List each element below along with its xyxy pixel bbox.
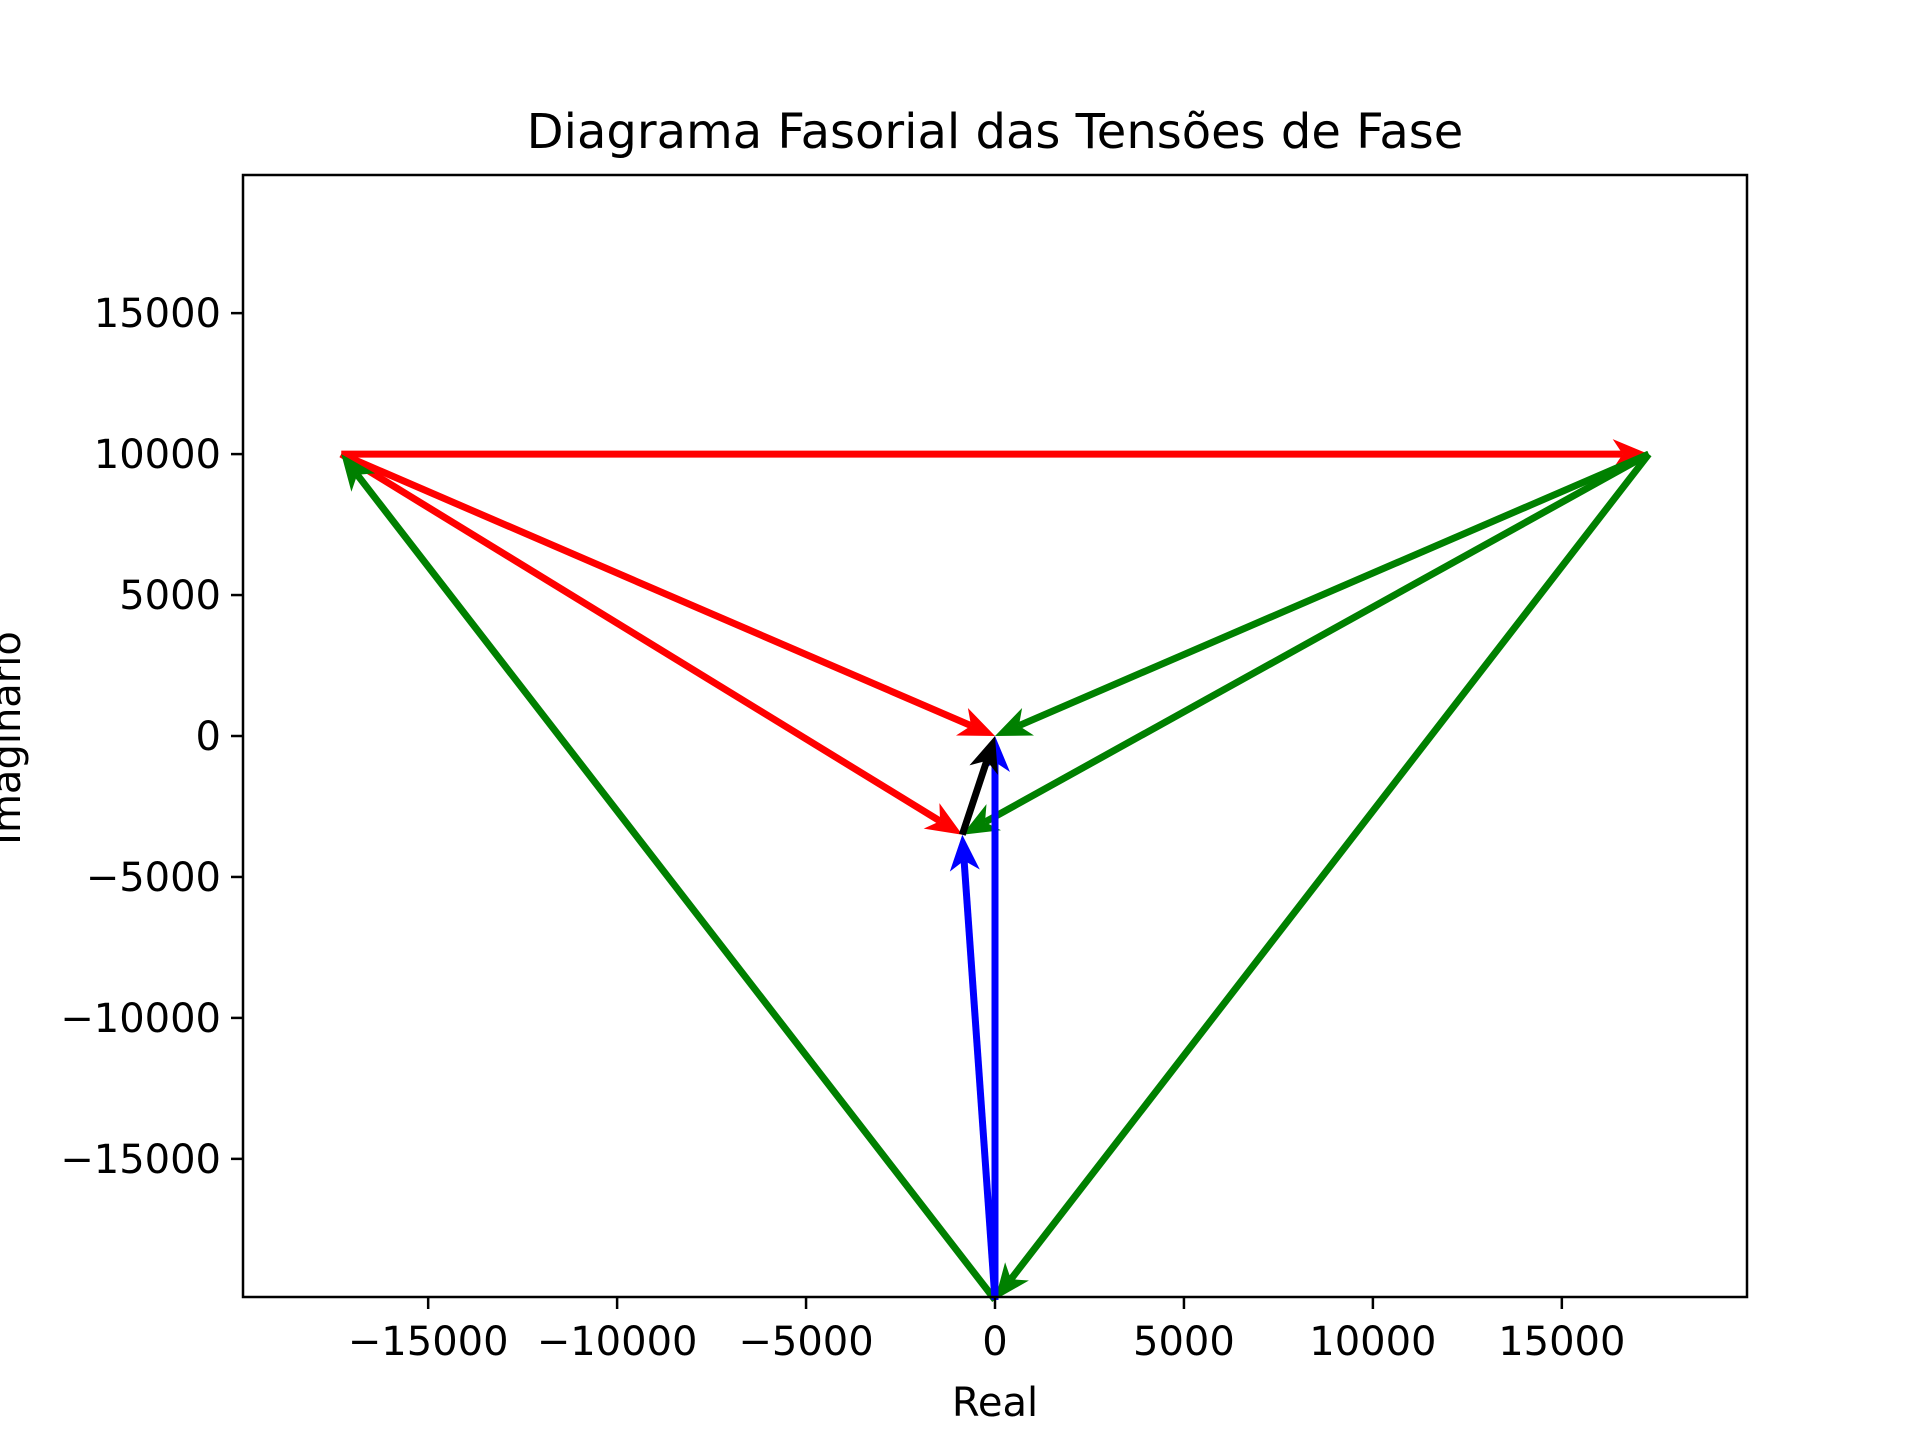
phasor-arrow-5 [962, 451, 1651, 835]
y-tick-label: −15000 [60, 1137, 221, 1183]
phasor-arrow-shaft [960, 860, 999, 1301]
chart-title: Diagrama Fasorial das Tensões de Fase [527, 104, 1464, 160]
x-tick-label: 15000 [1498, 1319, 1625, 1365]
phasor-arrow-2 [339, 450, 995, 736]
phasor-arrow-head [995, 1262, 1029, 1300]
phasor-arrow-9 [949, 834, 999, 1301]
phasor-arrow-head [962, 804, 1001, 835]
y-tick-label: 5000 [119, 573, 221, 619]
x-tick-label: 10000 [1309, 1319, 1436, 1365]
y-tick-label: 0 [196, 714, 221, 760]
phasor-arrow-shaft [1008, 451, 1652, 1282]
phasor-arrow-7 [341, 454, 998, 1302]
y-tick-label: −5000 [86, 855, 221, 901]
phasor-arrow-head [949, 834, 980, 872]
phasor-arrow-4 [995, 450, 1651, 736]
phasor-arrow-head [1612, 439, 1649, 470]
phasor-arrow-3 [339, 451, 963, 835]
x-axis-ticks: −15000 −10000 −5000 0 5000 10000 15000 [348, 1297, 1625, 1365]
y-tick-label: −10000 [60, 996, 221, 1042]
phasor-arrow-shaft [1017, 450, 1651, 729]
y-tick-label: 10000 [94, 432, 221, 478]
phasor-arrow-head [969, 736, 998, 775]
phasor-arrow-shaft [354, 472, 998, 1302]
phasor-arrow-6 [995, 451, 1652, 1300]
phasor-arrow-shaft [983, 451, 1651, 826]
x-tick-label: −10000 [537, 1319, 698, 1365]
y-axis-label: Imaginário [0, 631, 30, 845]
phasor-arrow-1 [341, 439, 1649, 470]
y-axis-ticks: −15000 −10000 −5000 0 5000 10000 15000 [60, 291, 243, 1183]
phasor-arrow-head [956, 708, 995, 736]
phasor-arrow-shaft [339, 450, 973, 729]
x-tick-label: 0 [982, 1319, 1007, 1365]
x-tick-label: −5000 [738, 1319, 873, 1365]
phasor-arrow-shaft [958, 759, 991, 836]
arrows-layer [339, 439, 1652, 1302]
phasor-arrow-head [341, 454, 376, 492]
x-tick-label: 5000 [1133, 1319, 1235, 1365]
phasor-arrow-10 [958, 736, 998, 836]
phasor-arrow-head [923, 803, 963, 835]
y-tick-label: 15000 [94, 291, 221, 337]
x-tick-label: −15000 [348, 1319, 509, 1365]
phasor-arrow-head [995, 708, 1034, 736]
x-axis-label: Real [952, 1380, 1038, 1426]
phasor-arrow-shaft [339, 451, 942, 825]
